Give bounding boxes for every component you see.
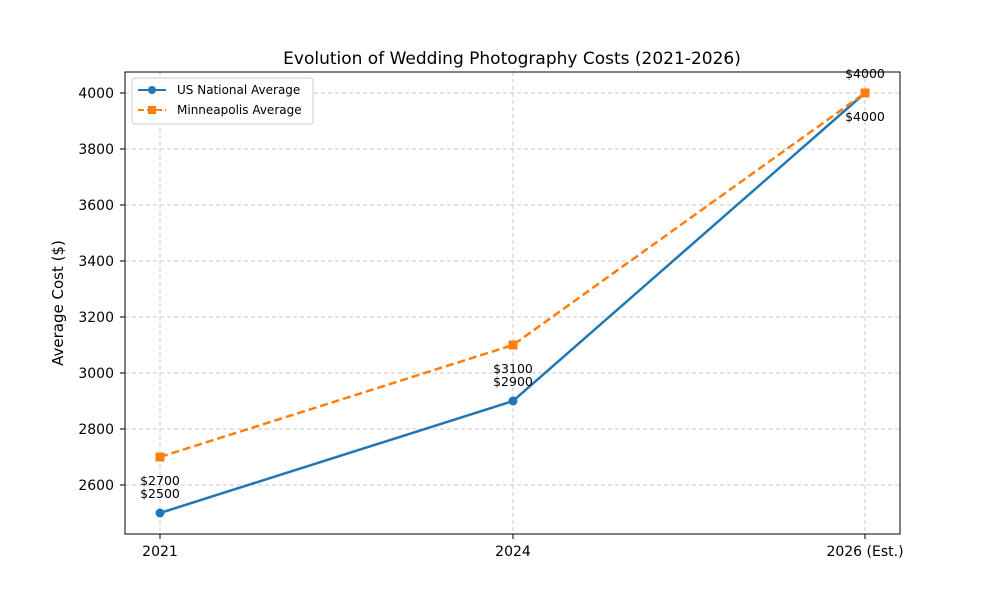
grid-lines <box>125 72 900 534</box>
series-line <box>159 91 866 459</box>
x-tick-label: 2026 (Est.) <box>826 544 903 560</box>
circle-marker-icon <box>508 396 518 406</box>
data-label: $2900 <box>493 374 533 389</box>
legend: US National Average Minneapolis Average <box>131 77 314 125</box>
y-axis-label: Average Cost ($) <box>49 240 67 366</box>
square-marker-icon <box>155 452 165 462</box>
circle-marker-icon <box>148 86 156 94</box>
y-axis-ticks: 2600 2800 3000 3200 3400 3600 3800 4000 <box>78 86 125 494</box>
y-tick-label: 3400 <box>78 254 114 270</box>
x-axis-ticks: 2021 2024 2026 (Est.) <box>142 534 904 560</box>
y-tick-label: 4000 <box>78 86 114 102</box>
series-lines <box>155 88 870 518</box>
legend-label-us: US National Average <box>177 83 300 97</box>
chart-title: Evolution of Wedding Photography Costs (… <box>283 49 741 69</box>
data-label: $4000 <box>845 109 885 124</box>
data-label: $3100 <box>493 361 533 376</box>
y-tick-label: 3000 <box>78 366 114 382</box>
legend-box <box>131 77 314 125</box>
data-labels: $2500 $2900 $4000 $2700 $3100 $4000 <box>140 66 885 501</box>
x-tick-label: 2021 <box>142 544 178 560</box>
data-label: $2700 <box>140 473 180 488</box>
square-marker-icon <box>508 340 518 350</box>
y-tick-label: 3800 <box>78 142 114 158</box>
data-label: $4000 <box>845 66 885 81</box>
legend-label-mpls: Minneapolis Average <box>177 103 302 117</box>
data-label: $2500 <box>140 486 180 501</box>
x-tick-label: 2024 <box>495 544 531 560</box>
square-marker-icon <box>860 88 870 98</box>
y-tick-label: 2800 <box>78 422 114 438</box>
y-tick-label: 3200 <box>78 310 114 326</box>
square-marker-icon <box>148 106 156 114</box>
circle-marker-icon <box>155 508 165 518</box>
y-tick-label: 3600 <box>78 198 114 214</box>
y-tick-label: 2600 <box>78 478 114 494</box>
